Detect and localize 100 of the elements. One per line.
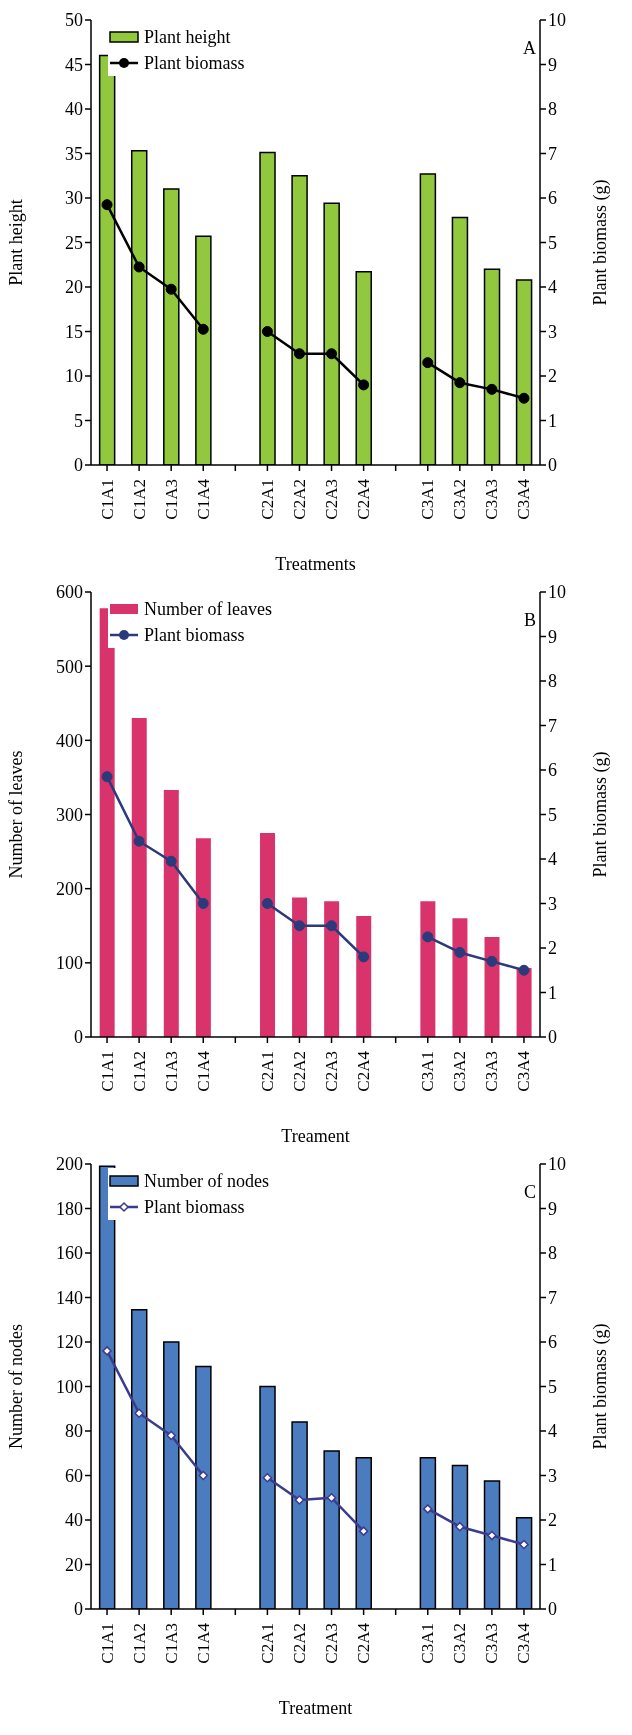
point [422,357,434,369]
x-tick-label: C2A1 [257,479,277,520]
y-tick-label: 40 [65,99,83,120]
bar [516,968,532,1037]
y2-tick-label: 1 [548,410,557,431]
x-tick-label: C2A4 [354,478,374,520]
y2-axis-title: Plant biomass (g) [590,1323,612,1450]
legend-label: Number of nodes [144,1170,269,1193]
y2-tick-label: 4 [548,1421,557,1442]
x-tick-label: C3A3 [482,479,502,520]
point [455,1521,465,1532]
y2-tick-label: 7 [548,143,557,164]
point [101,199,113,211]
x-axis-title: Treament [281,1126,350,1146]
y-tick-label: 50 [65,10,83,31]
y2-axis-title: Plant biomass (g) [590,751,612,878]
point [326,1493,337,1503]
x-tick-label: C3A1 [418,1623,438,1664]
x-tick-label: C3A4 [514,478,534,520]
y2-tick-label: 2 [548,938,557,959]
bar [260,833,276,1037]
y-tick-label: 60 [65,1465,83,1486]
point [358,379,370,391]
y2-tick-label: 4 [548,277,557,298]
legend-label: Plant biomass [144,52,245,75]
point [422,931,434,943]
point [423,1504,433,1514]
y-tick-label: 45 [65,54,83,75]
legend-label: Plant height [144,26,231,49]
y-tick-label: 200 [56,1154,83,1175]
point [261,326,273,337]
x-tick-label: C2A3 [322,1051,342,1092]
y2-tick-label: 8 [548,671,557,692]
x-tick-label: C1A2 [129,479,149,520]
y-tick-label: 80 [65,1421,83,1442]
point [519,1539,529,1550]
x-tick-label: C2A1 [257,1623,277,1664]
bar [292,897,308,1037]
y2-tick-label: 10 [548,582,566,603]
point [133,261,145,273]
y-tick-label: 200 [56,879,83,900]
point [326,920,338,932]
x-tick-label: C1A4 [193,1050,213,1092]
point [294,1495,305,1505]
y-tick-label: 10 [65,366,83,387]
y-tick-label: 0 [74,455,83,476]
y2-tick-label: 5 [548,1376,557,1397]
x-tick-label: C1A2 [129,1051,149,1092]
bar [484,936,500,1037]
y-tick-label: 100 [56,1376,83,1397]
y-tick-label: 20 [65,1554,83,1575]
point [102,1346,112,1356]
y2-tick-label: 6 [548,760,557,781]
point [518,964,530,976]
y2-tick-label: 7 [548,1287,557,1308]
y2-tick-label: 5 [548,232,557,253]
legend-label: Plant biomass [144,1196,245,1219]
x-tick-label: C1A3 [161,1623,181,1664]
bar [163,790,179,1037]
legend-label: Number of leaves [144,598,272,621]
y2-axis-title: Plant biomass (g) [590,179,612,306]
point [358,1526,369,1536]
x-tick-label: C3A4 [514,1622,534,1664]
point [293,920,305,932]
y2-tick-label: 9 [548,1198,557,1219]
y-tick-label: 180 [56,1198,83,1219]
y2-tick-label: 6 [548,1332,557,1353]
y2-tick-label: 0 [548,455,557,476]
y2-tick-label: 6 [548,188,557,209]
y2-tick-label: 3 [548,893,557,914]
y-axis-title: Number of leaves [6,750,27,879]
x-tick-label: C3A2 [450,1623,470,1664]
x-tick-label: C1A4 [193,478,213,520]
y2-tick-label: 5 [548,804,557,825]
bar [420,901,436,1037]
y2-tick-label: 3 [548,321,557,342]
y2-tick-label: 9 [548,54,557,75]
y-axis-title: Plant height [6,199,27,286]
y2-tick-label: 2 [548,366,557,387]
bar [195,838,211,1037]
point [134,1408,144,1418]
x-tick-label: C1A3 [161,479,181,520]
y2-tick-label: 3 [548,1465,557,1486]
bar [356,916,372,1037]
x-tick-label: C1A3 [161,1051,181,1092]
x-tick-label: C3A3 [482,1623,502,1664]
y2-tick-label: 10 [548,1154,566,1175]
y-tick-label: 5 [74,410,83,431]
x-tick-label: C1A2 [129,1623,149,1664]
legend-label: Plant biomass [144,624,245,647]
point [486,383,498,395]
point [358,951,370,963]
y2-tick-label: 8 [548,99,557,120]
x-tick-label: C3A1 [418,479,438,520]
x-tick-label: C2A2 [289,1051,309,1092]
y-tick-label: 25 [65,232,83,253]
bar [131,718,147,1037]
point [293,348,305,360]
x-axis-title: Treatment [278,1698,353,1718]
annotation: A [523,38,536,59]
